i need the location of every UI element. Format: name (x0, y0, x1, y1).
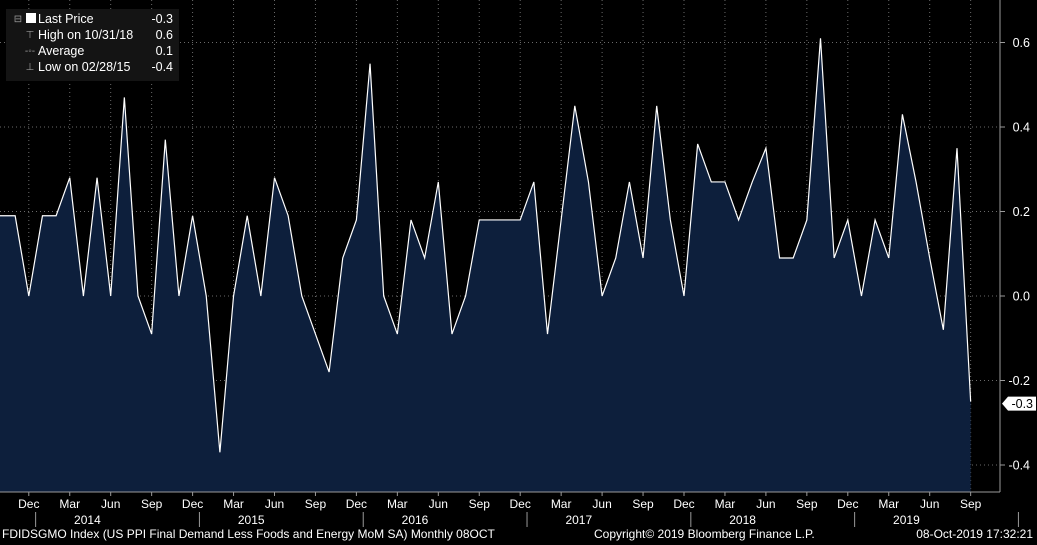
footer-copyright: Copyright© 2019 Bloomberg Finance L.P. (594, 527, 815, 541)
legend-low-value: -0.4 (151, 60, 173, 74)
x-tick-label-month: Dec (182, 497, 203, 511)
x-tick-label-month: Jun (756, 497, 775, 511)
x-tick-label-month: Jun (592, 497, 611, 511)
x-tick-label-month: Dec (346, 497, 367, 511)
y-tick-label: 0.6 (1013, 36, 1030, 50)
x-tick-label-year: 2015 (238, 513, 265, 527)
y-tick-label: -0.4 (1008, 459, 1030, 473)
collapse-icon[interactable]: ⊟ (13, 14, 23, 25)
y-tick-label: -0.2 (1008, 374, 1030, 388)
x-tick-label-month: Mar (551, 497, 572, 511)
legend-low-label: Low on 02/28/15 (38, 60, 131, 74)
x-tick-label-year: 2019 (893, 513, 920, 527)
x-tick-label-month: Sep (305, 497, 327, 511)
legend-average-value: 0.1 (155, 44, 173, 58)
x-tick-label-month: Jun (920, 497, 939, 511)
x-tick-label-month: Dec (673, 497, 694, 511)
series-area (0, 38, 971, 493)
legend-last-price: ⊟ Last Price -0.3 (12, 11, 177, 27)
legend: ⊟ Last Price -0.3 ⊤ High on 10/31/18 0.6… (6, 9, 179, 81)
footer-timestamp: 08-Oct-2019 17:32:21 (916, 527, 1033, 541)
x-tick-label-month: Sep (632, 497, 654, 511)
x-tick-label-month: Dec (18, 497, 39, 511)
x-tick-label-month: Mar (223, 497, 244, 511)
x-tick-label-month: Sep (960, 497, 982, 511)
x-tick-label-month: Sep (796, 497, 818, 511)
legend-high-label: High on 10/31/18 (38, 28, 134, 42)
legend-last-price-value: -0.3 (151, 12, 173, 26)
x-tick-label-year: 2016 (402, 513, 429, 527)
y-tick-label: 0.4 (1013, 121, 1030, 135)
x-tick-label-month: Mar (387, 497, 408, 511)
low-marker-icon: ⊥ (25, 62, 35, 73)
y-tick-label: 0.0 (1013, 290, 1030, 304)
legend-last-price-label: Last Price (38, 12, 94, 26)
last-value-badge-bg (1002, 396, 1036, 411)
y-tick-label: 0.2 (1013, 205, 1030, 219)
x-tick-label-month: Jun (429, 497, 448, 511)
legend-high-value: 0.6 (155, 28, 173, 42)
x-tick-label-year: 2014 (74, 513, 101, 527)
legend-average-label: Average (38, 44, 85, 58)
x-tick-label-month: Jun (265, 497, 284, 511)
footer-ticker: FDIDSGMO Index (US PPI Final Demand Less… (2, 527, 495, 541)
x-tick-label-month: Sep (141, 497, 163, 511)
x-tick-label-year: 2018 (729, 513, 756, 527)
legend-high: ⊤ High on 10/31/18 0.6 (12, 27, 177, 43)
last-value-badge: -0.3 (1002, 396, 1036, 411)
legend-average: -◦- Average 0.1 (12, 43, 177, 59)
x-tick-label-month: Mar (715, 497, 736, 511)
series-line (0, 38, 972, 453)
high-marker-icon: ⊤ (25, 30, 35, 41)
x-tick-label-month: Dec (510, 497, 531, 511)
x-tick-label-year: 2017 (565, 513, 592, 527)
x-tick-label-month: Mar (59, 497, 80, 511)
y-axis: 0.6 0.4 0.2 0.0 -0.2 -0.4 (1000, 36, 1030, 473)
x-tick-label-month: Dec (837, 497, 858, 511)
x-axis: Dec Mar Jun Sep Dec Mar Jun Sep Dec Mar Jun Sep Dec M… (18, 492, 1019, 527)
x-tick-label-month: Sep (469, 497, 491, 511)
x-tick-label-month: Jun (101, 497, 120, 511)
last-price-swatch (26, 13, 36, 23)
legend-low: ⊥ Low on 02/28/15 -0.4 (12, 59, 177, 75)
average-marker-icon: -◦- (24, 46, 36, 57)
x-tick-label-month: Mar (878, 497, 899, 511)
last-value-badge-text: -0.3 (1011, 397, 1033, 411)
